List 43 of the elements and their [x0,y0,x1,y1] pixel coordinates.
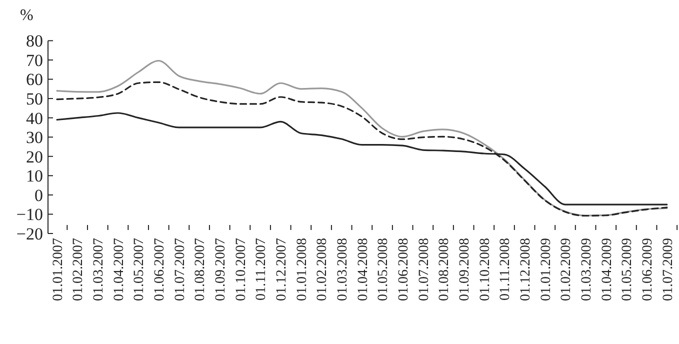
x-tick-label: 01.09.2008 [458,238,472,301]
x-tick-label: 01.02.2009 [559,238,574,301]
y-tick-label: 0 [34,186,43,205]
x-tick-label: 01.02.2007 [71,238,86,301]
x-tick-label: 01.12.2008 [518,238,534,301]
y-tick-label: 10 [26,166,43,186]
x-tick-label: 01.01.2008 [294,238,310,301]
x-tick-label: 01.10.2008 [478,238,493,301]
x-tick-label: 01.05.2009 [620,238,636,301]
y-axis-title: % [20,7,34,24]
x-tick-label: 01.11.2007 [254,238,270,300]
x-tick-label: 01.01.2009 [538,238,554,301]
y-tick-label: 80 [26,32,43,51]
x-tick-label: 01.08.2007 [193,238,208,301]
x-tick-label: 01.03.2007 [92,238,107,301]
x-tick-label: 01.07.2009 [660,238,676,301]
x-tick-label: 01.02.2008 [315,238,330,301]
x-tick-label: 01.08.2008 [437,238,452,301]
x-tick-label: 01.04.2008 [356,238,371,301]
y-tick-label: 60 [26,70,43,90]
y-tick-label: −10 [16,205,43,224]
x-tick-label: 01.05.2008 [376,238,392,301]
x-tick-label: 01.12.2007 [274,238,290,301]
x-tick-label: 01.01.2007 [50,238,66,301]
x-tick-label: 01.09.2007 [214,238,229,301]
y-tick-label: −20 [16,224,43,244]
x-tick-label: 01.03.2008 [336,238,351,301]
x-tick-label: 01.05.2007 [132,238,148,301]
y-tick-label: 30 [26,128,43,148]
x-tick-label: 01.11.2008 [498,238,514,300]
x-tick-label: 01.07.2007 [172,238,188,301]
x-tick-label: 01.06.2008 [396,238,412,301]
y-tick-label: 40 [26,108,43,128]
x-tick-label: 01.10.2007 [234,238,249,301]
x-tick-label: 01.04.2009 [600,238,615,301]
x-tick-label: 01.06.2009 [640,238,656,301]
x-tick-label: 01.06.2007 [152,238,168,301]
x-tick-label: 01.07.2008 [416,238,432,301]
x-tick-label: 01.03.2009 [579,238,594,301]
y-tick-label: 70 [26,50,43,70]
x-tick-label: 01.04.2007 [112,238,127,301]
y-tick-label: 50 [26,89,43,108]
y-tick-label: 20 [26,147,43,166]
